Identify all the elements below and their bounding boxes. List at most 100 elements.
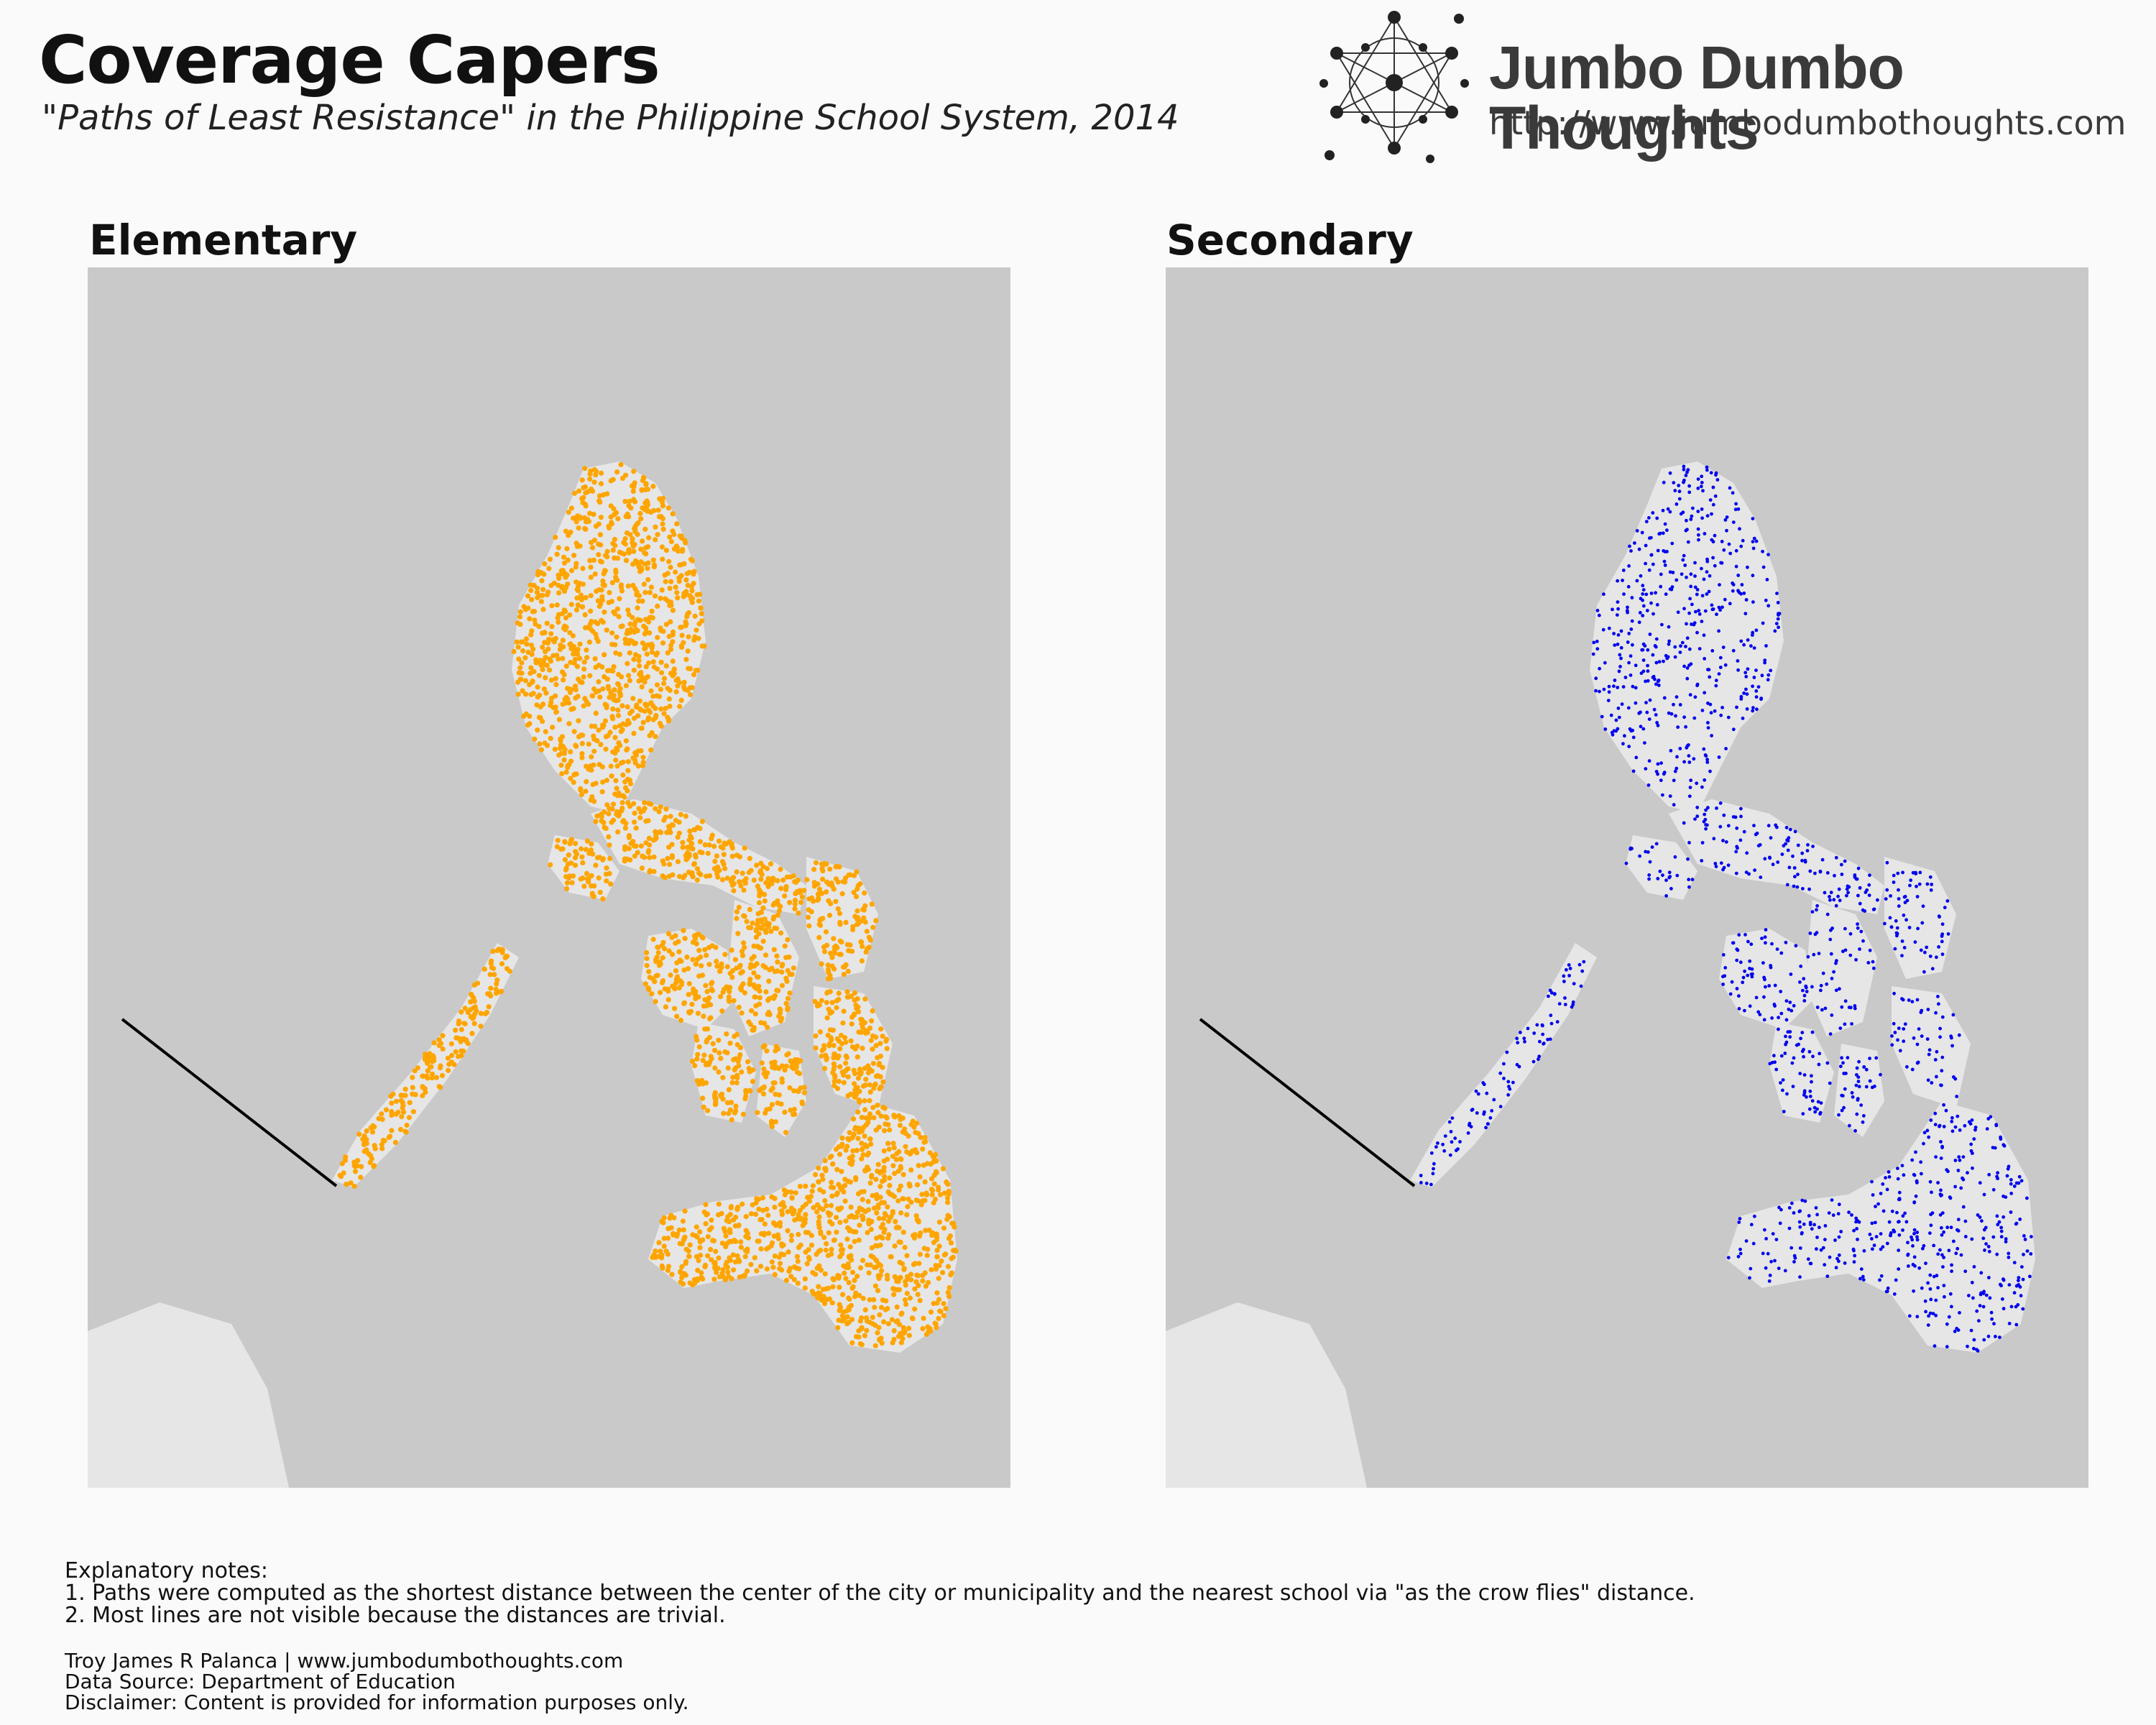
island-shape	[332, 943, 519, 1187]
school-dot	[677, 873, 683, 880]
school-dot	[1631, 684, 1635, 689]
school-dot	[568, 758, 574, 764]
school-dot	[945, 1195, 951, 1201]
school-dot	[914, 1150, 920, 1156]
school-dot	[1766, 1251, 1770, 1256]
school-dot	[883, 1121, 888, 1127]
school-dot	[1567, 963, 1571, 967]
school-dot	[627, 678, 633, 684]
school-dot	[896, 1225, 902, 1230]
school-dot	[1601, 627, 1606, 632]
school-dot	[1894, 1278, 1898, 1282]
brand-url-link[interactable]: http://www.jumbodumbothoughts.com	[1489, 104, 2127, 142]
school-dot	[1765, 578, 1769, 581]
school-dot	[589, 545, 596, 551]
school-dot	[1606, 699, 1611, 702]
school-dot	[640, 538, 645, 544]
school-dot	[1910, 1000, 1915, 1003]
school-dot	[945, 1182, 951, 1187]
school-dot	[655, 635, 660, 640]
school-dot	[2018, 1218, 2022, 1221]
school-dot	[642, 631, 648, 637]
school-dot	[1782, 1110, 1786, 1113]
school-dot	[857, 1318, 863, 1324]
school-dot	[1816, 1100, 1820, 1104]
school-dot	[1843, 859, 1847, 863]
school-dot	[609, 630, 615, 636]
school-dot	[1657, 678, 1661, 682]
school-dot	[614, 763, 620, 769]
school-dot	[1850, 1091, 1854, 1095]
school-dot	[1961, 1177, 1966, 1182]
school-dot	[694, 866, 701, 872]
school-dot	[1895, 934, 1899, 938]
school-dot	[556, 620, 561, 625]
school-dot	[1674, 714, 1677, 718]
school-dot	[836, 1182, 842, 1187]
school-dot	[1825, 871, 1830, 875]
school-dot	[1637, 547, 1641, 551]
school-dot	[796, 1071, 803, 1077]
school-dot	[532, 609, 538, 615]
school-dot	[603, 746, 609, 752]
school-dot	[2009, 1210, 2013, 1214]
school-dot	[1700, 785, 1704, 789]
school-dot	[794, 1254, 800, 1259]
school-dot	[514, 639, 520, 645]
school-dot	[1801, 988, 1805, 993]
school-dot	[699, 819, 706, 824]
school-dot	[841, 1263, 847, 1269]
school-dot	[678, 697, 684, 704]
school-dot	[1680, 640, 1685, 645]
school-dot	[1432, 1162, 1436, 1166]
school-dot	[1923, 1299, 1927, 1303]
school-dot	[706, 1059, 713, 1065]
school-dot	[527, 713, 533, 719]
school-dot	[1806, 1257, 1810, 1261]
school-dot	[1565, 967, 1568, 972]
school-dot	[748, 1261, 754, 1267]
school-dot	[1751, 706, 1755, 709]
school-dot	[2017, 1276, 2021, 1279]
school-dot	[1904, 1220, 1909, 1224]
school-dot	[673, 817, 679, 824]
school-dot	[548, 695, 555, 702]
school-dot	[1925, 1128, 1930, 1133]
school-dot	[412, 1068, 418, 1074]
school-dot	[1843, 1022, 1847, 1026]
school-dot	[1893, 1031, 1897, 1034]
school-dot	[1523, 1039, 1526, 1044]
school-dot	[1779, 1081, 1782, 1085]
school-dot	[747, 906, 752, 912]
school-dot	[771, 947, 777, 952]
school-dot	[1858, 901, 1862, 906]
school-dot	[1950, 1116, 1954, 1120]
school-dot	[920, 1146, 926, 1152]
school-dot	[676, 949, 682, 954]
school-dot	[608, 690, 614, 696]
school-dot	[606, 834, 612, 840]
school-dot	[596, 498, 602, 504]
school-dot	[563, 867, 569, 873]
school-dot	[779, 1267, 785, 1273]
school-dot	[579, 751, 585, 757]
school-dot	[763, 1110, 768, 1116]
school-dot	[1689, 572, 1693, 576]
school-dot	[1731, 648, 1736, 653]
school-dot	[748, 962, 754, 967]
school-dot	[736, 904, 742, 910]
school-dot	[588, 574, 594, 580]
school-dot	[714, 963, 720, 969]
school-dot	[661, 711, 667, 717]
school-dot	[1929, 1118, 1933, 1122]
school-dot	[824, 1203, 829, 1209]
school-dot	[553, 535, 558, 540]
school-dot	[1485, 1122, 1490, 1126]
school-dot	[1686, 857, 1690, 861]
school-dot	[1683, 564, 1687, 567]
school-dot	[630, 536, 635, 542]
school-dot	[1916, 926, 1920, 931]
school-dot	[817, 1187, 823, 1192]
school-dot	[757, 891, 763, 896]
school-dot	[1746, 667, 1750, 671]
